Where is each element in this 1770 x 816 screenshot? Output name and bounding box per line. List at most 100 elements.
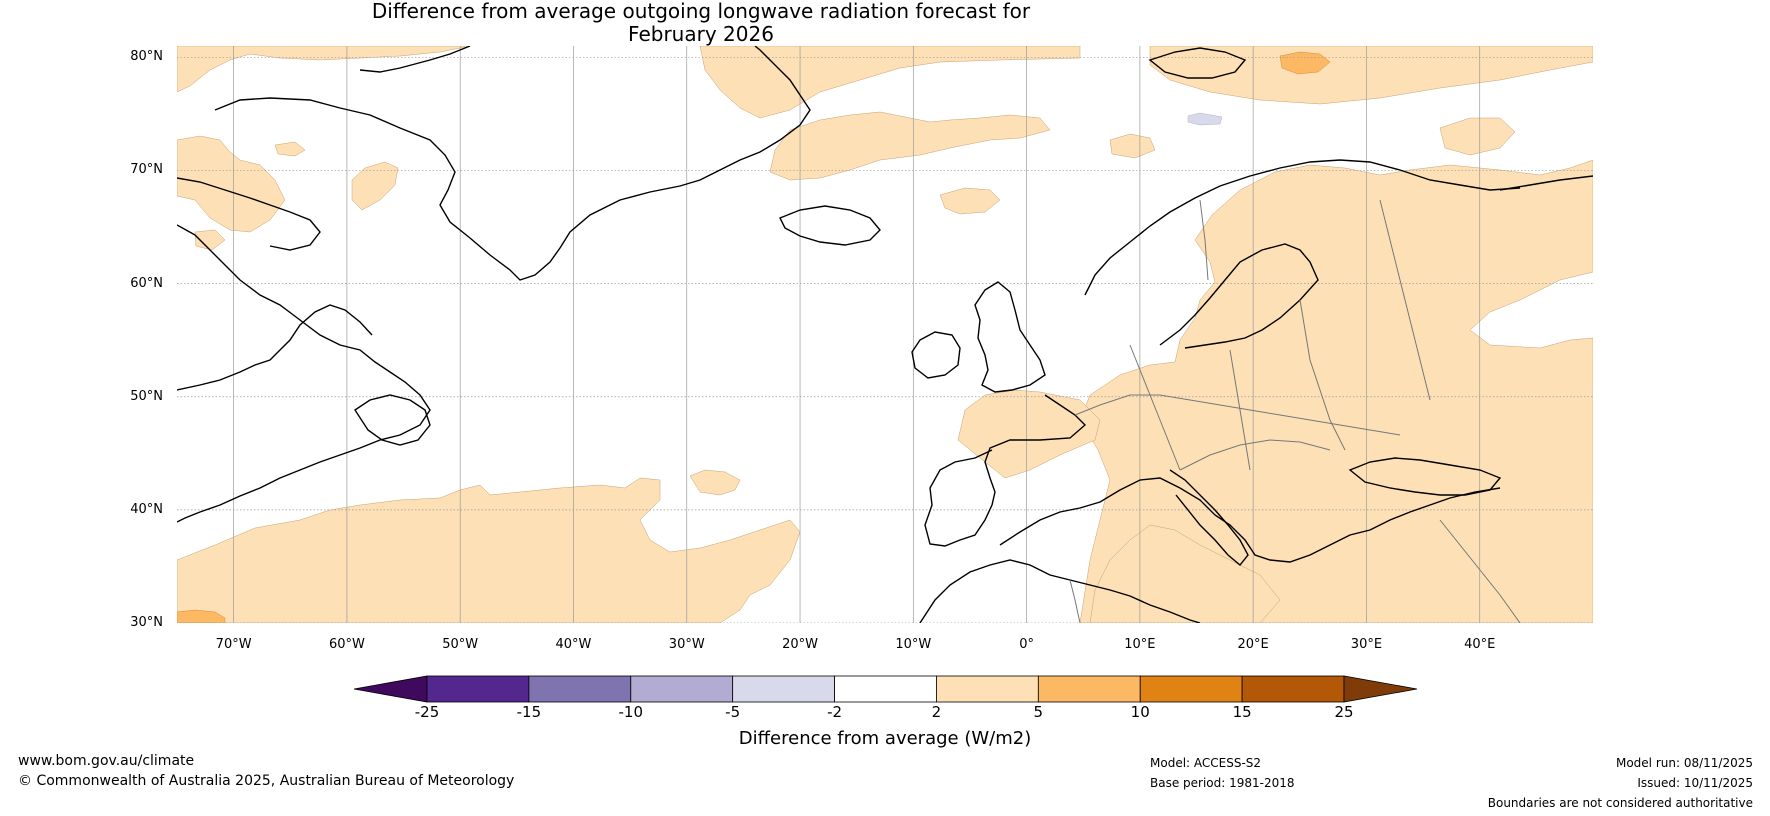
colorbar-extend-min (353, 675, 428, 703)
latitude-label: 50°N (130, 388, 163, 404)
border-8 (1439, 519, 1521, 623)
coast-italy (1169, 469, 1249, 566)
footer-issued: Issued: 10/11/2025 (1637, 776, 1753, 790)
colorbar-tick-label: -15 (516, 703, 542, 721)
colorbar-segment (834, 675, 937, 703)
coast-greenland-west (359, 46, 471, 73)
coast-ireland (911, 331, 961, 379)
coast-africa-north (919, 559, 1201, 623)
longitude-label: 50°W (442, 637, 479, 652)
longitude-label: 40°W (555, 637, 592, 652)
coast-svalbard (1148, 47, 1247, 79)
coastlines (177, 46, 1593, 623)
coast-iceland (779, 205, 881, 246)
border-7 (1069, 579, 1081, 623)
longitude-label: 30°W (668, 637, 705, 652)
colorbar-tick-label: -25 (414, 703, 440, 721)
anomaly-regions-2-5 (177, 46, 1593, 623)
longitude-label: 30°E (1350, 637, 1383, 652)
colorbar-tick-label: -5 (725, 703, 741, 721)
longitude-label: 60°W (328, 637, 365, 652)
colorbar-tick-label: 2 (931, 703, 942, 721)
anomaly-region-baffin (177, 135, 286, 233)
colorbar-tick-label: 15 (1232, 703, 1252, 721)
colorbar-extend-max (1343, 675, 1418, 703)
longitude-label: 20°E (1237, 637, 1269, 652)
colorbar-tick-label: 25 (1334, 703, 1354, 721)
colorbar-segment (1139, 675, 1243, 703)
coast-labrador (177, 304, 373, 391)
colorbar-segment (732, 675, 835, 703)
anomaly-region-svalbard (1149, 46, 1593, 105)
border-3 (1229, 349, 1251, 471)
colorbar-segment (1241, 675, 1345, 703)
coast-russia-north (1499, 175, 1593, 191)
coast-black-sea (1348, 457, 1502, 496)
coast-sweden-baltic (1159, 243, 1319, 349)
title-line-1: Difference from average outgoing longwav… (371, 0, 1031, 23)
colorbar-tick-label: -2 (827, 703, 843, 721)
longitude-label: 10°E (1124, 637, 1156, 652)
colorbar-label: Difference from average (W/m2) (738, 728, 1032, 749)
footer-model-run: Model run: 08/11/2025 (1615, 756, 1753, 770)
colorbar-tick-label: 5 (1033, 703, 1044, 721)
anomaly-region-arctic-canada (177, 46, 471, 93)
colorbar-segment (528, 675, 632, 703)
colorbar-segment (1037, 675, 1141, 703)
anomaly-weak-negative (1187, 112, 1223, 126)
latitude-label: 30°N (130, 615, 163, 630)
border-1 (1074, 394, 1401, 436)
anomaly-region-norwegian-sea (1109, 133, 1156, 159)
footer-copyright: © Commonwealth of Australia 2025, Austra… (18, 773, 515, 789)
border-2 (1129, 344, 1181, 471)
anomaly-region-azores (689, 469, 741, 496)
anomaly-strong-atlantic (177, 609, 226, 623)
colorbar-segment (936, 675, 1039, 703)
graticule (177, 46, 1593, 623)
longitude-label: 40°E (1464, 637, 1496, 652)
longitude-label: 20°W (782, 637, 818, 652)
borders (1069, 199, 1521, 623)
coast-canada (177, 224, 431, 523)
footer-base-period: Base period: 1981-2018 (1150, 776, 1295, 790)
longitude-label: 0° (1019, 637, 1034, 652)
footer-model: Model: ACCESS-S2 (1150, 756, 1262, 770)
map-area (177, 46, 1593, 623)
longitude-label: 70°W (215, 637, 252, 652)
latitude-label: 80°N (130, 49, 163, 65)
coast-newfoundland (354, 394, 431, 446)
anomaly-region-labrador (351, 161, 399, 211)
anomaly-region-europe (1079, 159, 1593, 623)
footer-url[interactable]: www.bom.gov.au/climate (18, 753, 195, 769)
colorbar-segment (630, 675, 734, 703)
coast-greenland (214, 46, 811, 281)
border-9 (1199, 199, 1209, 281)
anomaly-strong-svalbard (1279, 51, 1331, 75)
coast-mediterranean-north (999, 477, 1501, 563)
coast-baffin (177, 177, 321, 251)
anomaly-region-north-africa-coast (1089, 524, 1281, 623)
latitude-label: 70°N (130, 162, 163, 178)
anomaly-region-north-atlantic (769, 111, 1051, 181)
anomaly-region-barents (1439, 117, 1516, 156)
coast-norway (1084, 159, 1521, 296)
footer-disclaimer: Boundaries are not considered authoritat… (1487, 796, 1753, 810)
latitude-label: 60°N (130, 275, 163, 291)
colorbar (353, 675, 1418, 703)
chart-title: Difference from average outgoing longwav… (0, 0, 1402, 46)
coast-uk (974, 281, 1046, 393)
border-4 (1299, 299, 1346, 451)
anomaly-region-atlantic-south (177, 477, 801, 623)
anomaly-region-small-1 (274, 141, 306, 157)
anomaly-region-greenland-north (699, 46, 1081, 119)
anomaly-region-spain (957, 389, 1101, 479)
colorbar-segment (426, 675, 530, 703)
title-line-2: February 2026 (628, 22, 774, 46)
anomaly-regions-5-10 (177, 51, 1331, 623)
border-5 (1379, 199, 1431, 401)
colorbar-tick-label: 10 (1130, 703, 1150, 721)
coast-europe-west (924, 394, 1087, 547)
colorbar-tick-label: -10 (618, 703, 644, 721)
longitude-label: 10°W (895, 637, 932, 652)
